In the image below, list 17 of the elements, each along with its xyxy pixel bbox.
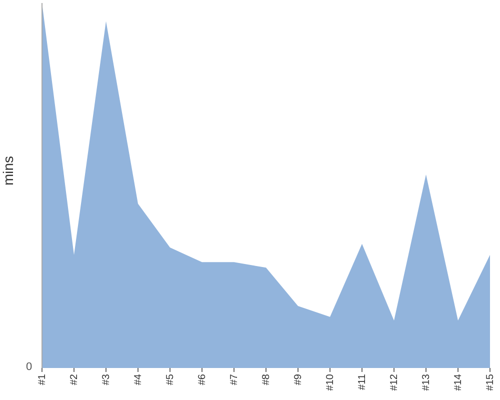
x-tick-label: #10 <box>325 374 336 391</box>
x-tick-label: #6 <box>197 374 208 386</box>
x-tick-label: #13 <box>421 374 432 391</box>
x-tick-label: #11 <box>357 374 368 390</box>
x-tick-label: #12 <box>389 374 400 391</box>
x-tick-label: #15 <box>485 374 496 391</box>
y-axis-title: mins <box>0 156 16 186</box>
x-tick-label: #7 <box>229 374 240 386</box>
x-tick-label: #8 <box>261 374 272 386</box>
x-tick-label: #14 <box>453 374 464 391</box>
annotation: 0 <box>26 361 32 374</box>
x-tick-label: #5 <box>165 374 176 386</box>
x-tick-label: #2 <box>69 374 80 386</box>
x-tick-label: #3 <box>101 374 112 386</box>
x-tick-label: #4 <box>133 374 144 386</box>
x-tick-label: #9 <box>293 374 304 386</box>
x-tick-label: #1 <box>37 374 48 386</box>
